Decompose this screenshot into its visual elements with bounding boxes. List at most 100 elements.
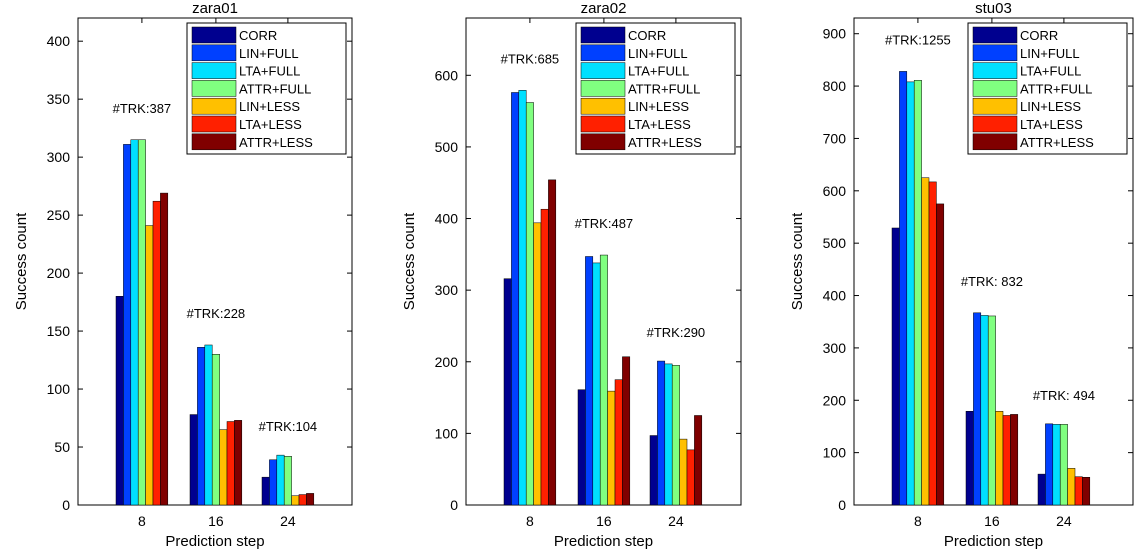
bar	[283, 456, 292, 506]
y-tick-label: 300	[823, 340, 847, 356]
legend-swatch	[972, 115, 1018, 133]
bar	[261, 476, 270, 506]
x-tick-label: 8	[914, 513, 922, 529]
y-tick-label: 200	[435, 354, 459, 370]
legend-swatch	[972, 80, 1018, 97]
bar	[577, 389, 586, 506]
legend-entry: ATTR+FULL	[239, 81, 311, 96]
y-tick-label: 600	[435, 67, 459, 83]
y-tick-label: 100	[435, 425, 459, 441]
y-axis-label: Success count	[13, 212, 30, 310]
chart-panel-zara02: zara02 0 100 200 300 400 500 600 Success count Pr…	[401, 0, 742, 550]
track-count-annotation: #TRK: 832	[961, 274, 1023, 289]
bar	[511, 92, 520, 506]
chart-title: stu03	[975, 0, 1012, 17]
legend-entry: LIN+LESS	[239, 99, 300, 114]
x-tick-label: 24	[280, 513, 296, 529]
bar	[928, 181, 937, 506]
bar	[152, 200, 161, 506]
bar	[1045, 423, 1054, 506]
legend-swatch	[580, 62, 626, 79]
y-tick-label: 200	[823, 392, 847, 408]
y-tick-label: 800	[823, 78, 847, 94]
bar	[1010, 414, 1019, 506]
bar	[1082, 476, 1091, 506]
legend-entry: LIN+LESS	[628, 99, 689, 114]
legend-entry: LTA+LESS	[239, 117, 302, 132]
bar	[298, 494, 307, 506]
bar	[234, 420, 243, 506]
legend-swatch	[972, 26, 1018, 44]
y-tick-label: 0	[838, 497, 846, 513]
y-tick-label: 200	[47, 265, 71, 281]
chart-title: zara01	[192, 0, 238, 17]
y-axis-label: Success count	[789, 212, 806, 310]
legend-swatch	[580, 26, 626, 44]
bar	[204, 344, 213, 506]
track-count-annotation: #TRK:387	[113, 101, 172, 116]
bar	[592, 262, 601, 506]
bar	[269, 459, 278, 506]
legend-entry: ATTR+LESS	[239, 135, 313, 150]
track-count-annotation: #TRK: 494	[1033, 388, 1095, 403]
bar	[1002, 415, 1011, 506]
bar	[906, 81, 915, 506]
bar	[145, 225, 154, 506]
track-count-annotation: #TRK:228	[187, 306, 246, 321]
bar	[540, 208, 549, 506]
bar	[965, 411, 974, 506]
y-tick-label: 600	[823, 183, 847, 199]
bar	[649, 435, 658, 506]
bar	[664, 363, 673, 506]
track-count-annotation: #TRK:487	[575, 216, 634, 231]
x-tick-label: 16	[208, 513, 224, 529]
y-tick-label: 400	[435, 211, 459, 227]
chart-title: zara02	[581, 0, 627, 17]
bar	[219, 429, 228, 506]
bar	[936, 203, 945, 506]
bar	[1059, 424, 1068, 506]
x-axis-label: Prediction step	[944, 533, 1043, 550]
legend-entry: LTA+LESS	[628, 117, 691, 132]
x-tick-label: 8	[138, 513, 146, 529]
legend-swatch	[580, 80, 626, 97]
bar	[614, 379, 623, 506]
x-tick-label: 8	[526, 513, 534, 529]
y-tick-label: 0	[62, 497, 70, 513]
bar	[980, 315, 989, 506]
bar	[599, 254, 608, 506]
legend-entry: LIN+FULL	[239, 46, 299, 61]
x-tick-label: 16	[596, 513, 612, 529]
bar	[518, 90, 527, 506]
y-tick-label: 700	[823, 130, 847, 146]
legend-swatch	[580, 44, 626, 62]
bar	[306, 493, 315, 506]
track-count-annotation: #TRK:1255	[885, 32, 951, 47]
legend-swatch	[191, 26, 237, 44]
y-tick-label: 400	[47, 33, 71, 49]
legend: CORR LIN+FULL LTA+FULL ATTR+FULL LIN+LESS LTA…	[967, 22, 1128, 155]
legend-entry: LIN+FULL	[1020, 46, 1080, 61]
bar	[973, 312, 982, 506]
bar	[197, 347, 206, 506]
bar	[1052, 424, 1061, 506]
y-tick-label: 100	[47, 381, 71, 397]
bar	[130, 139, 139, 506]
y-axis-label: Success count	[401, 212, 418, 310]
legend-swatch	[580, 115, 626, 133]
y-tick-label: 250	[47, 207, 71, 223]
legend-swatch	[972, 44, 1018, 62]
legend-entry: ATTR+FULL	[1020, 81, 1092, 96]
x-tick-label: 16	[984, 513, 1000, 529]
legend-swatch	[972, 133, 1018, 151]
bar	[115, 296, 124, 506]
legend-swatch	[580, 133, 626, 151]
legend-swatch	[191, 133, 237, 151]
legend: CORR LIN+FULL LTA+FULL ATTR+FULL LIN+LESS LTA…	[575, 22, 736, 155]
bar	[987, 315, 996, 506]
bar	[686, 449, 695, 506]
y-tick-label: 100	[823, 445, 847, 461]
y-tick-label: 50	[54, 439, 70, 455]
y-tick-label: 900	[823, 26, 847, 42]
bar	[657, 360, 666, 506]
